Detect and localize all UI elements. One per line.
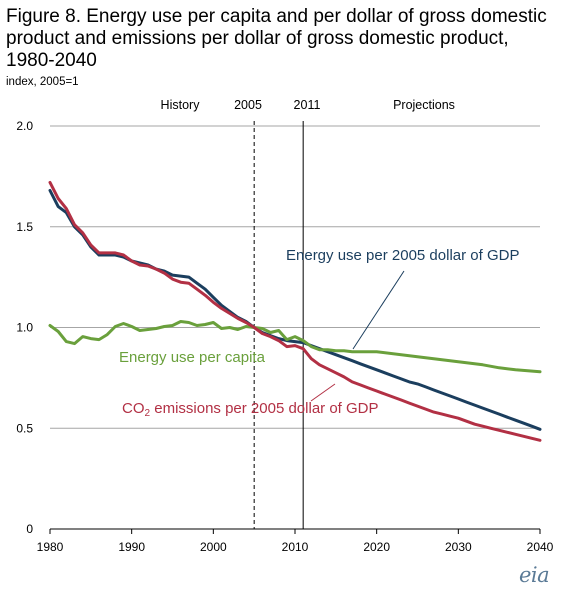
y-tick-label: 0.5 bbox=[16, 421, 33, 435]
y-tick-label: 1.0 bbox=[16, 321, 33, 335]
x-tick-label: 2000 bbox=[200, 540, 227, 554]
y-tick-label: 2.0 bbox=[16, 119, 33, 133]
x-tick-label: 1980 bbox=[37, 540, 64, 554]
eia-logo: eia bbox=[519, 563, 550, 587]
y-tick-label: 1.5 bbox=[16, 220, 33, 234]
co2-label-subscript: 2 bbox=[145, 408, 151, 419]
era-label-2011: 2011 bbox=[294, 98, 321, 112]
gdp-energy-leader-line bbox=[352, 270, 405, 350]
x-tick-label: 2010 bbox=[282, 540, 309, 554]
tick-labels: 0 0.5 1.0 1.5 2.0 1980 1990 2000 2010 2020 2030 204… bbox=[16, 119, 553, 554]
x-tick-label: 2040 bbox=[527, 540, 554, 554]
y-tick-label: 0 bbox=[26, 522, 33, 536]
era-label-projections: Projections bbox=[393, 98, 455, 112]
chart-title: Figure 8. Energy use per capita and per … bbox=[6, 6, 547, 71]
grid-lines bbox=[50, 125, 540, 429]
series-lines bbox=[48, 180, 542, 442]
series-label-gdp-energy: Energy use per 2005 dollar of GDP bbox=[286, 247, 519, 264]
co2-label-suffix: emissions per 2005 dollar of GDP bbox=[150, 400, 378, 417]
series-label-co2: CO2 emissions per 2005 dollar of GDP bbox=[122, 400, 379, 419]
series-line-co2 bbox=[48, 180, 542, 442]
x-tick-label: 1990 bbox=[118, 540, 145, 554]
era-label-history: History bbox=[161, 98, 201, 112]
reference-lines bbox=[253, 121, 304, 529]
co2-label-prefix: CO bbox=[122, 400, 145, 417]
co2-leader-line bbox=[310, 383, 336, 402]
axes bbox=[49, 528, 541, 534]
series-line-per_capita bbox=[48, 320, 542, 374]
chart-subtitle: index, 2005=1 bbox=[6, 76, 79, 88]
x-tick-label: 2030 bbox=[445, 540, 472, 554]
x-tick-label: 2020 bbox=[363, 540, 390, 554]
era-label-2005: 2005 bbox=[234, 98, 262, 112]
series-label-per-capita: Energy use per capita bbox=[119, 349, 266, 366]
